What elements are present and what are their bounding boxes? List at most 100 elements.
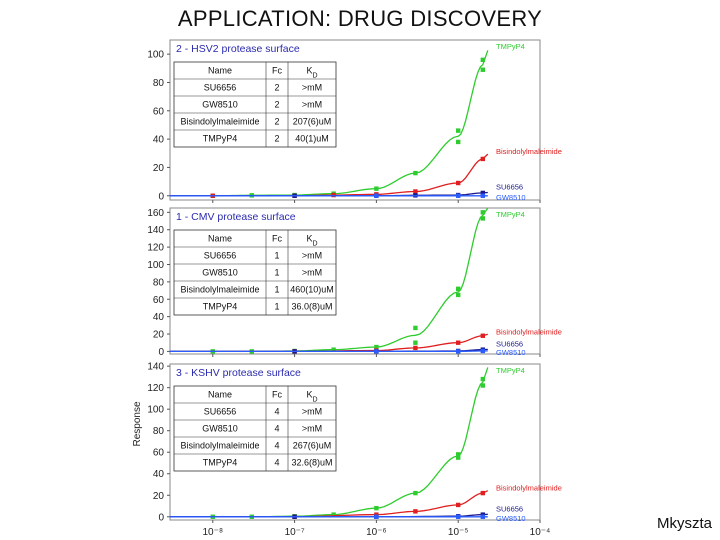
table-cell: 4 — [274, 441, 279, 451]
data-point-tmpyp4 — [413, 490, 418, 496]
table-cell: 1 — [274, 251, 279, 261]
y-tick-label: 100 — [147, 260, 164, 271]
panel-title: 1 - CMV protease surface — [176, 211, 296, 223]
table-cell: GW8510 — [202, 100, 238, 110]
table-cell: 2 — [274, 100, 279, 110]
x-tick-label: 10⁻⁴ — [530, 527, 551, 538]
table-cell: 1 — [274, 302, 279, 312]
data-point-tmpyp4 — [413, 340, 418, 345]
y-tick-label: 80 — [153, 426, 165, 437]
panel-title: 3 - KSHV protease surface — [176, 367, 301, 379]
x-tick-label: 10⁻⁸ — [202, 527, 223, 538]
chart-panel-3: 0 20 40 60 80 100 120 140 3 - KSHV protease surf… — [132, 362, 562, 538]
data-point-gw8510 — [455, 514, 461, 519]
series-label-gw8510: GW8510 — [496, 193, 526, 202]
y-tick-label: 0 — [158, 191, 164, 202]
table-cell: 4 — [274, 458, 279, 468]
table-cell: SU6656 — [204, 251, 237, 261]
data-point-gw8510 — [455, 349, 461, 354]
data-point-tmpyp4 — [413, 325, 418, 331]
series-label-bisindolylmaleimide: Bisindolylmaleimide — [496, 147, 562, 156]
y-tick-label: 40 — [153, 135, 165, 146]
data-point-tmpyp4 — [455, 452, 461, 457]
series-label-gw8510: GW8510 — [496, 514, 526, 523]
table-cell: 267(6)uM — [293, 441, 332, 451]
table-cell: 1 — [274, 285, 279, 295]
table-cell: SU6656 — [204, 83, 237, 93]
series-label-bisindolylmaleimide: Bisindolylmaleimide — [496, 484, 562, 493]
data-point-tmpyp4 — [374, 186, 379, 191]
series-label-gw8510: GW8510 — [496, 348, 526, 357]
x-tick-label: 10⁻⁷ — [285, 527, 305, 538]
table-header-cell: KD — [306, 66, 317, 80]
series-label-su6656: SU6656 — [496, 182, 523, 191]
data-point-tmpyp4 — [480, 210, 486, 215]
table-cell: 2 — [274, 117, 279, 127]
table-header-cell: Name — [208, 234, 232, 244]
series-label-bisindolylmaleimide: Bisindolylmaleimide — [496, 327, 562, 336]
data-point-bisindolylmaleimide — [455, 502, 461, 508]
table-cell: 2 — [274, 134, 279, 144]
data-point-bisindolylmaleimide — [413, 509, 418, 514]
y-tick-label: 40 — [153, 469, 165, 480]
y-tick-label: 140 — [147, 362, 164, 373]
y-tick-label: 160 — [147, 208, 164, 219]
table-cell: SU6656 — [204, 407, 237, 417]
table-cell: TMPyP4 — [203, 134, 238, 144]
y-tick-label: 60 — [153, 295, 165, 306]
table-header-cell: Fc — [272, 66, 282, 76]
y-tick-label: 120 — [147, 383, 164, 394]
table-header-cell: Fc — [272, 234, 282, 244]
y-tick-label: 120 — [147, 243, 164, 254]
table-cell: Bisindolylmaleimide — [180, 441, 259, 451]
data-point-tmpyp4 — [374, 344, 379, 350]
table-header-cell: KD — [306, 234, 317, 248]
data-point-tmpyp4 — [413, 170, 418, 176]
table-cell: >mM — [302, 100, 322, 110]
panel-title: 2 - HSV2 protease surface — [176, 43, 300, 55]
table-cell: GW8510 — [202, 268, 238, 278]
table-cell: 207(6)uM — [293, 117, 332, 127]
table-cell: >mM — [302, 424, 322, 434]
series-label-su6656: SU6656 — [496, 504, 523, 513]
data-point-tmpyp4 — [331, 347, 336, 352]
table-cell: TMPyP4 — [203, 458, 238, 468]
data-point-bisindolylmaleimide — [413, 345, 418, 351]
table-cell: 36.0(8)uM — [291, 302, 332, 312]
y-tick-label: 80 — [153, 277, 165, 288]
data-point-gw8510 — [455, 193, 461, 198]
kd-subscript: D — [312, 240, 317, 247]
table-cell: >mM — [302, 268, 322, 278]
data-point-tmpyp4 — [455, 455, 461, 460]
table-header-cell: Name — [208, 66, 232, 76]
series-label-tmpyp4: TMPyP4 — [496, 210, 525, 219]
table-cell: 4 — [274, 407, 279, 417]
x-tick-label: 10⁻⁶ — [366, 527, 387, 538]
table-cell: 32.6(8)uM — [291, 458, 332, 468]
table-cell: TMPyP4 — [203, 302, 238, 312]
y-tick-label: 0 — [158, 512, 164, 523]
kd-table — [173, 229, 337, 316]
y-tick-label: 40 — [153, 312, 165, 323]
data-point-bisindolylmaleimide — [455, 180, 461, 186]
table-cell: >mM — [302, 83, 322, 93]
table-cell: 460(10)uM — [290, 285, 334, 295]
y-tick-label: 20 — [153, 491, 165, 502]
data-point-tmpyp4 — [455, 139, 461, 145]
table-header-cell: Name — [208, 390, 232, 400]
credit-text: Mkyszta — [656, 515, 712, 532]
y-tick-label: 0 — [158, 347, 164, 358]
data-point-gw8510 — [480, 348, 486, 354]
data-point-tmpyp4 — [455, 286, 461, 292]
data-point-tmpyp4 — [480, 67, 486, 72]
data-point-tmpyp4 — [331, 512, 336, 517]
table-cell: 4 — [274, 424, 279, 434]
series-label-tmpyp4: TMPyP4 — [496, 42, 525, 51]
y-tick-label: 20 — [153, 330, 165, 341]
chart-panel-2: 0 20 40 60 80 100 120 140 160 1 - CMV protease su… — [147, 207, 562, 358]
data-point-bisindolylmaleimide — [331, 192, 336, 198]
slide-title: APPLICATION: DRUG DISCOVERY — [177, 6, 543, 31]
fit-curve-gw8510 — [170, 350, 488, 353]
data-point-gw8510 — [374, 349, 379, 354]
data-point-tmpyp4 — [480, 57, 486, 63]
